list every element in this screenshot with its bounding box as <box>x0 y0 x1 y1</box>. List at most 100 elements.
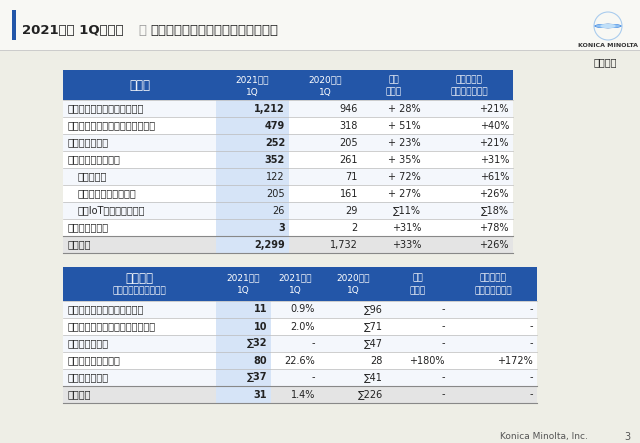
Text: 261: 261 <box>339 155 358 164</box>
Text: ∑47: ∑47 <box>364 338 383 349</box>
Text: 1,212: 1,212 <box>254 104 285 113</box>
Text: Konica Minolta, Inc.: Konica Minolta, Inc. <box>500 432 588 442</box>
Text: +31%: +31% <box>479 155 509 164</box>
Text: 122: 122 <box>266 171 285 182</box>
Text: 2020年度: 2020年度 <box>336 273 370 283</box>
Bar <box>63 134 513 151</box>
Text: 29: 29 <box>346 206 358 215</box>
Text: + 27%: + 27% <box>388 189 421 198</box>
Text: 前年: 前年 <box>388 75 399 85</box>
Text: +26%: +26% <box>479 189 509 198</box>
Text: 946: 946 <box>340 104 358 113</box>
Text: ∑37: ∑37 <box>246 373 267 382</box>
Text: 352: 352 <box>265 155 285 164</box>
Text: + 23%: + 23% <box>388 137 421 148</box>
Text: ∑96: ∑96 <box>364 304 383 315</box>
Text: +180%: +180% <box>410 355 445 365</box>
Bar <box>216 335 271 352</box>
Bar <box>63 386 537 403</box>
Bar <box>216 219 289 236</box>
Bar <box>63 185 513 202</box>
Text: 為替影響を: 為替影響を <box>479 273 506 283</box>
Text: +78%: +78% <box>479 222 509 233</box>
Text: ｜: ｜ <box>138 23 146 36</box>
Text: +61%: +61% <box>479 171 509 182</box>
Text: ∑32: ∑32 <box>246 338 267 349</box>
Bar <box>216 151 289 168</box>
Text: 売上高: 売上高 <box>129 78 150 92</box>
Text: 2021年度 1Q　業績: 2021年度 1Q 業績 <box>22 23 124 36</box>
Text: （右側：営業利益率）: （右側：営業利益率） <box>113 287 166 295</box>
Text: センシング: センシング <box>78 171 108 182</box>
Bar <box>63 168 513 185</box>
Bar <box>63 301 537 318</box>
Bar <box>63 219 513 236</box>
Bar <box>0 50 640 51</box>
Text: 2021年度: 2021年度 <box>278 273 312 283</box>
Ellipse shape <box>596 24 620 28</box>
Text: 1,732: 1,732 <box>330 240 358 249</box>
Text: -: - <box>442 338 445 349</box>
Bar <box>216 386 271 403</box>
Bar <box>216 301 271 318</box>
Text: + 72%: + 72% <box>388 171 421 182</box>
Text: 28: 28 <box>371 355 383 365</box>
Text: -: - <box>442 389 445 400</box>
Text: デジタルワークプレイス事業: デジタルワークプレイス事業 <box>68 304 145 315</box>
Text: 205: 205 <box>339 137 358 148</box>
Text: 0.9%: 0.9% <box>291 304 315 315</box>
Text: 2021年度: 2021年度 <box>236 75 269 85</box>
Bar <box>216 168 289 185</box>
Text: ∑11%: ∑11% <box>393 206 421 215</box>
Text: +21%: +21% <box>479 137 509 148</box>
Text: 【億円】: 【億円】 <box>593 57 617 67</box>
Text: -: - <box>529 389 533 400</box>
Bar <box>63 352 537 369</box>
Bar <box>63 151 513 168</box>
Bar <box>216 352 271 369</box>
Text: 3: 3 <box>278 222 285 233</box>
Text: 80: 80 <box>253 355 267 365</box>
Text: ∑41: ∑41 <box>364 373 383 382</box>
Text: 479: 479 <box>265 120 285 131</box>
Text: -: - <box>529 373 533 382</box>
Text: インダストリー事業: インダストリー事業 <box>68 355 121 365</box>
Text: 1Q: 1Q <box>237 287 250 295</box>
Text: 205: 205 <box>266 189 285 198</box>
Ellipse shape <box>594 24 622 28</box>
Text: ヘルスケア事業: ヘルスケア事業 <box>68 338 109 349</box>
Text: + 28%: + 28% <box>388 104 421 113</box>
Bar <box>216 100 289 117</box>
Text: 全社合計: 全社合計 <box>68 240 92 249</box>
Text: 71: 71 <box>346 171 358 182</box>
Bar <box>216 369 271 386</box>
Text: 318: 318 <box>340 120 358 131</box>
Text: 営業利益: 営業利益 <box>125 272 154 284</box>
Text: 事業セグメント別売上高と営業利益: 事業セグメント別売上高と営業利益 <box>150 23 278 36</box>
Text: プロフェッショナルプリント事業: プロフェッショナルプリント事業 <box>68 120 156 131</box>
Text: 31: 31 <box>253 389 267 400</box>
Text: + 35%: + 35% <box>388 155 421 164</box>
Text: 10: 10 <box>253 322 267 331</box>
Text: 除く前年同期比: 除く前年同期比 <box>474 287 512 295</box>
Text: 2: 2 <box>352 222 358 233</box>
Bar <box>216 185 289 202</box>
Text: 2021年度: 2021年度 <box>227 273 260 283</box>
Text: 252: 252 <box>265 137 285 148</box>
Text: +33%: +33% <box>392 240 421 249</box>
Text: ∑71: ∑71 <box>364 322 383 331</box>
Text: 材料・コンポーネント: 材料・コンポーネント <box>78 189 137 198</box>
Bar <box>63 369 537 386</box>
Bar <box>0 0 640 50</box>
Text: デジタルワークプレイス事業: デジタルワークプレイス事業 <box>68 104 145 113</box>
Text: 2,299: 2,299 <box>254 240 285 249</box>
Text: +26%: +26% <box>479 240 509 249</box>
Text: 同期比: 同期比 <box>385 88 401 97</box>
Ellipse shape <box>600 24 616 28</box>
Text: 同期比: 同期比 <box>410 287 426 295</box>
Text: 11: 11 <box>253 304 267 315</box>
Bar <box>216 318 271 335</box>
Text: +172%: +172% <box>497 355 533 365</box>
Text: 26: 26 <box>273 206 285 215</box>
Text: 1Q: 1Q <box>319 88 332 97</box>
